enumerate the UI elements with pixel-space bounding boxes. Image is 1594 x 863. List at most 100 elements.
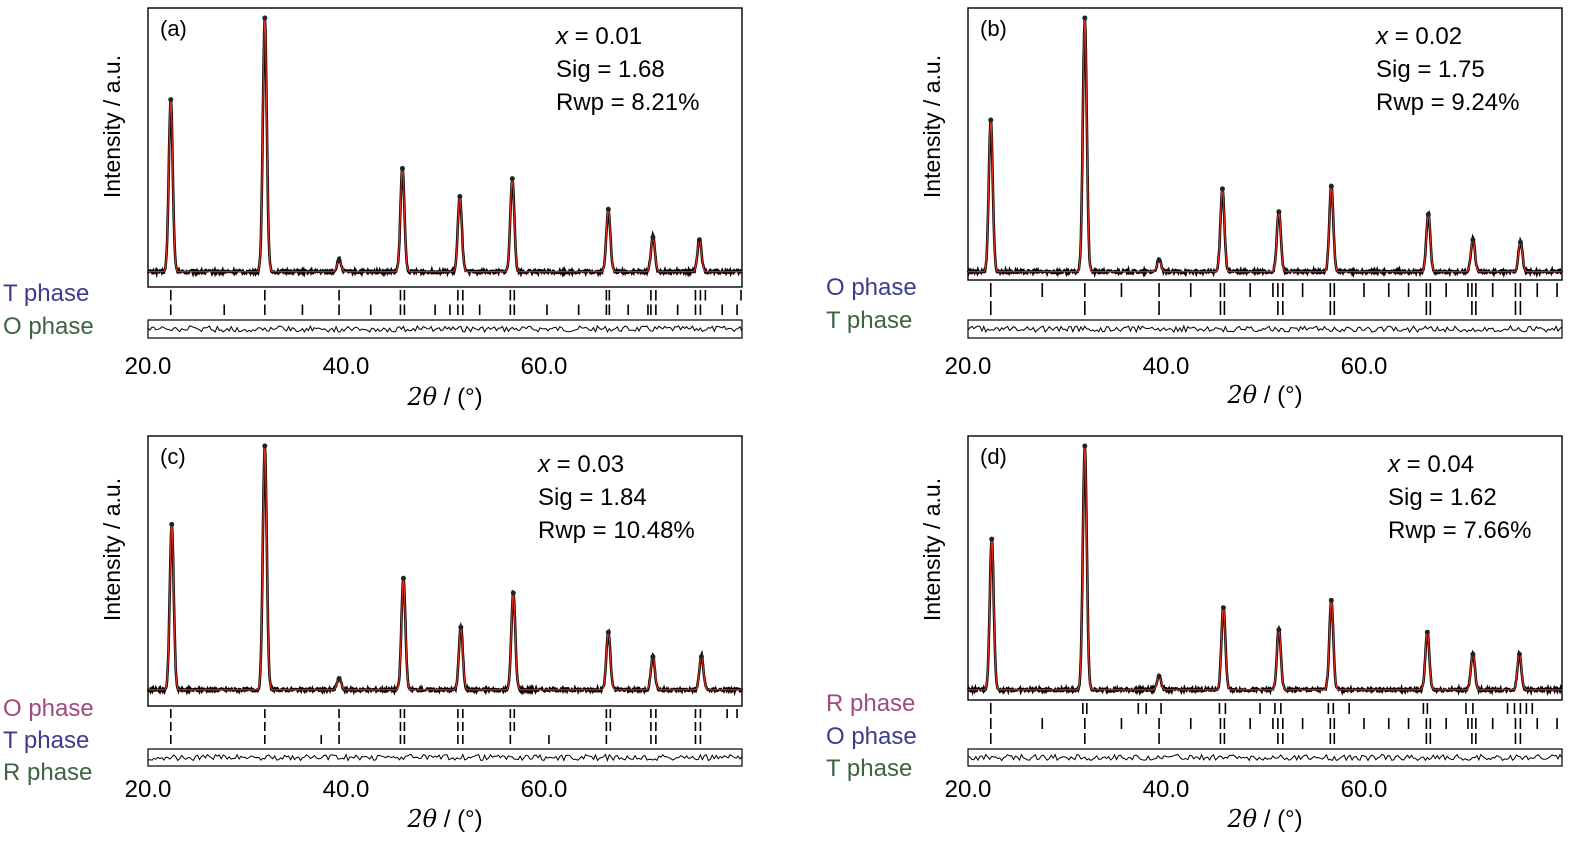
peak-marker bbox=[1082, 443, 1088, 449]
peak-marker bbox=[1470, 237, 1476, 243]
peak-marker bbox=[168, 97, 174, 103]
stat-value: = 0.01 bbox=[568, 23, 642, 50]
stat-line: x = 0.01 bbox=[555, 23, 642, 50]
x-axis-unit: / (°) bbox=[1257, 382, 1303, 409]
peak-marker bbox=[1328, 597, 1334, 603]
stat-label: Rwp bbox=[538, 517, 586, 544]
peak-marker bbox=[1082, 15, 1088, 21]
stat-line: Sig = 1.62 bbox=[1388, 484, 1497, 511]
calculated-pattern bbox=[148, 444, 742, 691]
peak-marker bbox=[1516, 651, 1522, 657]
stat-label: Rwp bbox=[1376, 89, 1424, 116]
chart-panel-d: R phase O phase T phase (d) x = 0.04 Sig = 1.… bbox=[826, 435, 1563, 833]
stat-value: = 7.66% bbox=[1436, 517, 1531, 544]
peak-marker bbox=[989, 536, 995, 542]
stat-label: Sig bbox=[1376, 56, 1411, 83]
y-axis-label: Intensity / a.u. bbox=[919, 55, 945, 198]
stat-value: = 10.48% bbox=[586, 517, 695, 544]
stat-value: = 1.84 bbox=[573, 484, 647, 511]
peak-marker bbox=[169, 521, 175, 527]
stat-value: = 0.03 bbox=[550, 451, 624, 478]
x-axis-unit: / (°) bbox=[437, 384, 483, 411]
x-axis-symbol: 2θ bbox=[406, 383, 437, 411]
x-axis-label: 2θ / (°) bbox=[1226, 381, 1302, 409]
calculated-pattern bbox=[148, 16, 742, 273]
panel-label: (d) bbox=[980, 444, 1007, 469]
peak-marker bbox=[696, 237, 702, 243]
stat-line: Rwp = 8.21% bbox=[556, 89, 699, 116]
phase-label: R phase bbox=[3, 759, 92, 786]
difference-frame bbox=[147, 319, 743, 339]
x-axis-unit: / (°) bbox=[1257, 806, 1303, 833]
peak-marker bbox=[1156, 257, 1162, 263]
peak-marker bbox=[262, 15, 268, 21]
x-tick-label: 40.0 bbox=[1143, 776, 1190, 803]
plot-frame bbox=[967, 7, 1563, 281]
x-tick-label: 20.0 bbox=[945, 776, 992, 803]
reflection-row-1 bbox=[989, 703, 1534, 714]
peak-marker bbox=[1328, 183, 1334, 189]
stat-line: Rwp = 10.48% bbox=[538, 517, 695, 544]
chart-panel-c: O phase T phase R phase (c) x = 0.03 Sig = 1.… bbox=[3, 435, 744, 833]
stat-line: Sig = 1.68 bbox=[556, 56, 665, 83]
phase-label: T phase bbox=[3, 727, 89, 754]
stat-value: = 9.24% bbox=[1424, 89, 1519, 116]
stat-label: x bbox=[1387, 451, 1401, 478]
reflection-row-1 bbox=[169, 709, 738, 718]
reflection-row-2 bbox=[169, 722, 702, 731]
calculated-pattern bbox=[968, 444, 1562, 691]
stat-line: x = 0.04 bbox=[1387, 451, 1474, 478]
x-tick-label: 20.0 bbox=[125, 353, 172, 380]
x-axis-symbol: 2θ bbox=[1226, 381, 1257, 409]
peak-marker bbox=[650, 654, 656, 660]
peak-marker bbox=[988, 117, 994, 123]
phase-label: O phase bbox=[826, 274, 917, 301]
y-axis-label: Intensity / a.u. bbox=[99, 55, 125, 198]
peak-marker bbox=[399, 165, 405, 171]
x-axis-label: 2θ / (°) bbox=[1226, 805, 1302, 833]
stat-label: Rwp bbox=[1388, 517, 1436, 544]
difference-frame bbox=[967, 319, 1563, 339]
stat-line: Sig = 1.84 bbox=[538, 484, 647, 511]
peak-marker bbox=[510, 590, 516, 596]
peak-marker bbox=[336, 676, 342, 682]
peak-marker bbox=[458, 624, 464, 630]
reflection-row-2 bbox=[169, 304, 738, 315]
stat-value: = 0.04 bbox=[1400, 451, 1474, 478]
reflection-row-2 bbox=[989, 301, 1522, 315]
x-axis-symbol: 2θ bbox=[1226, 805, 1257, 833]
plot-frame bbox=[967, 435, 1563, 701]
stat-value: = 1.68 bbox=[591, 56, 665, 83]
x-tick-label: 60.0 bbox=[1341, 353, 1388, 380]
x-tick-label: 40.0 bbox=[1143, 353, 1190, 380]
peak-marker bbox=[262, 443, 268, 449]
peak-marker bbox=[1156, 673, 1162, 679]
panel-label: (b) bbox=[980, 16, 1007, 41]
x-tick-label: 60.0 bbox=[1341, 776, 1388, 803]
stat-line: Rwp = 9.24% bbox=[1376, 89, 1519, 116]
peak-marker bbox=[509, 176, 515, 182]
peak-marker bbox=[1425, 211, 1431, 217]
peak-marker bbox=[1276, 209, 1282, 215]
peak-marker bbox=[650, 234, 656, 240]
panel-label: (a) bbox=[160, 16, 187, 41]
stat-value: = 0.02 bbox=[1388, 23, 1462, 50]
stat-label: Sig bbox=[1388, 484, 1423, 511]
stat-line: Rwp = 7.66% bbox=[1388, 517, 1531, 544]
x-tick-label: 60.0 bbox=[521, 353, 568, 380]
x-axis-symbol: 2θ bbox=[406, 805, 437, 833]
peak-marker bbox=[400, 575, 406, 581]
plot-frame bbox=[147, 435, 743, 707]
phase-label: T phase bbox=[3, 280, 89, 307]
reflection-row-1 bbox=[169, 290, 742, 301]
peak-marker bbox=[1220, 605, 1226, 611]
difference-curve bbox=[147, 324, 743, 334]
x-tick-label: 20.0 bbox=[945, 353, 992, 380]
stat-line: Sig = 1.75 bbox=[1376, 56, 1485, 83]
phase-label: O phase bbox=[826, 723, 917, 750]
peak-marker bbox=[605, 629, 611, 635]
peak-marker bbox=[698, 654, 704, 660]
difference-curve bbox=[967, 753, 1563, 762]
difference-curve bbox=[967, 324, 1563, 334]
reflection-row-1 bbox=[989, 283, 1558, 297]
